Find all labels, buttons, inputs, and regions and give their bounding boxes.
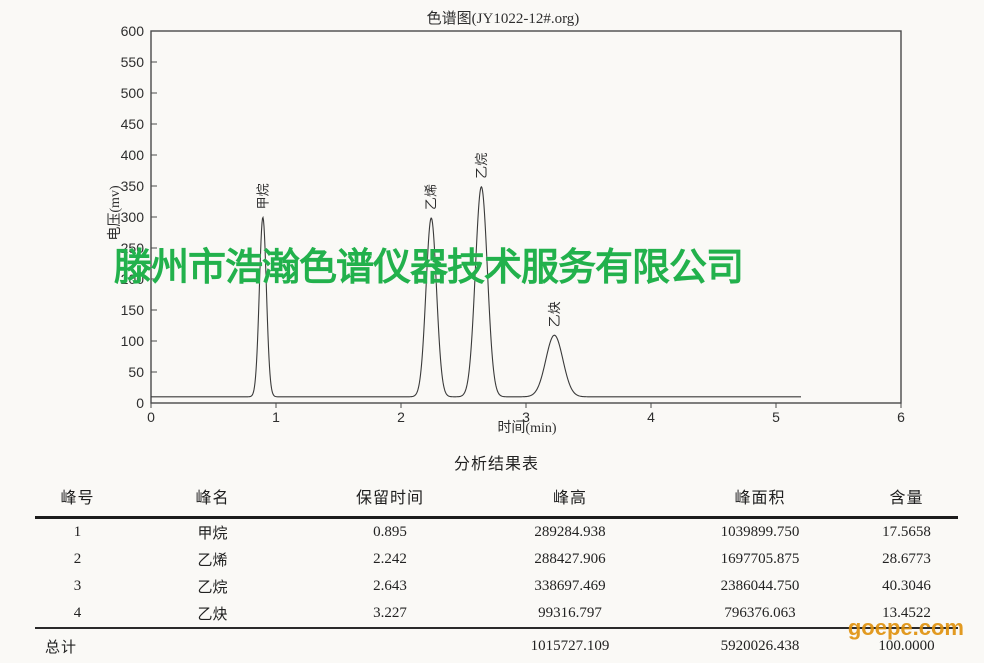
x-tick-label: 3	[522, 409, 530, 425]
total-cell	[305, 628, 475, 660]
table-cell: 乙烯	[197, 553, 228, 569]
x-tick-label: 2	[397, 409, 405, 425]
x-axis-title: 时间(min)	[497, 420, 556, 436]
chromatogram-trace	[151, 186, 801, 398]
x-tick-label: 5	[772, 409, 780, 425]
results-table-total: 总计 1015727.109 5920026.438 100.0000	[35, 628, 958, 660]
y-tick-label: 400	[121, 147, 145, 163]
table-cell: 乙炔	[197, 607, 228, 623]
plot-frame	[150, 30, 902, 404]
total-cell: 1015727.109	[530, 638, 610, 654]
table-cell: 2.643	[373, 578, 407, 594]
table-cell: 1	[73, 524, 82, 540]
y-tick-label: 200	[121, 271, 145, 287]
results-table-title: 分析结果表	[453, 456, 539, 473]
table-cell: 40.3046	[882, 578, 931, 594]
column-header: 峰名	[195, 490, 230, 507]
table-row: 2 乙烯 2.242 288427.906 1697705.875 28.6773	[35, 546, 958, 573]
table-cell: 17.5658	[882, 524, 931, 540]
table-cell: 4	[73, 605, 82, 621]
y-tick-label: 550	[121, 54, 145, 70]
table-cell: 3.227	[373, 605, 407, 621]
y-axis-title: 电压(mv)	[107, 185, 123, 241]
y-axis-ticks: 0 50 100 150 200 250 300 350 400 450 500 550 600	[121, 23, 157, 411]
company-watermark: 滕州市浩瀚色谱仪器技术服务有限公司	[114, 247, 744, 289]
y-tick-label: 250	[121, 240, 145, 256]
y-tick-label: 350	[121, 178, 145, 194]
y-tick-label: 150	[121, 302, 145, 318]
y-tick-label: 500	[121, 85, 145, 101]
column-header: 含量	[889, 490, 924, 507]
table-cell: 2.242	[373, 551, 407, 567]
peak-name-label: 乙烯	[424, 184, 439, 210]
y-tick-label: 100	[121, 333, 145, 349]
column-header: 保留时间	[355, 490, 424, 507]
y-tick-label: 50	[128, 364, 144, 380]
peak-name-label: 乙炔	[547, 301, 562, 327]
peak-name-label: 甲烷	[255, 183, 270, 209]
chart-title: 色谱图(JY1022-12#.org)	[427, 10, 580, 27]
total-cell	[120, 628, 305, 660]
table-row: 4 乙炔 3.227 99316.797 796376.063 13.4522	[35, 600, 958, 628]
results-table-header: 峰号 峰名 保留时间 峰高 峰面积 含量	[35, 480, 958, 518]
y-tick-label: 300	[121, 209, 145, 225]
x-tick-label: 4	[647, 409, 655, 425]
results-table: 峰号 峰名 保留时间 峰高 峰面积 含量 1 甲烷 0.895 289284.938 103989…	[35, 480, 958, 660]
x-tick-label: 0	[147, 409, 155, 425]
table-row: 3 乙烷 2.643 338697.469 2386044.750 40.3046	[35, 573, 958, 600]
table-cell: 2	[73, 551, 82, 567]
analysis-results-section: 分析结果表 峰号 峰名 保留时间 峰高 峰面积 含量 1 甲烷 0.895 289284.938…	[35, 450, 958, 660]
table-cell: 2386044.750	[720, 578, 800, 594]
column-header: 峰高	[552, 490, 587, 507]
table-cell: 28.6773	[882, 551, 931, 567]
x-tick-label: 6	[897, 409, 905, 425]
y-tick-label: 0	[136, 395, 144, 411]
table-cell: 99316.797	[538, 605, 602, 621]
total-cell: 5920026.438	[720, 638, 800, 654]
table-row: 1 甲烷 0.895 289284.938 1039899.750 17.5658	[35, 518, 958, 547]
y-tick-label: 450	[121, 116, 145, 132]
table-cell: 0.895	[373, 524, 407, 540]
site-watermark: goepe.com	[847, 615, 964, 640]
x-tick-label: 1	[272, 409, 280, 425]
table-cell: 796376.063	[724, 605, 796, 621]
column-header: 峰号	[60, 490, 95, 507]
table-cell: 乙烷	[197, 580, 228, 596]
y-tick-label: 600	[121, 23, 145, 39]
table-cell: 3	[73, 578, 82, 594]
table-cell: 13.4522	[882, 605, 931, 621]
table-cell: 289284.938	[534, 524, 606, 540]
chromatogram-plot: 色谱图(JY1022-12#.org) 0 50 100 150 200 250 300 35…	[107, 10, 905, 436]
total-cell: 100.0000	[878, 638, 935, 654]
total-label: 总计	[45, 640, 78, 656]
table-cell: 288427.906	[534, 551, 606, 567]
x-axis-ticks: 0 1 2 3 4 5 6	[147, 403, 905, 425]
table-cell: 1039899.750	[720, 524, 800, 540]
peak-name-label: 乙烷	[474, 153, 489, 179]
table-cell: 甲烷	[197, 526, 228, 542]
table-cell: 1697705.875	[720, 551, 800, 567]
column-header: 峰面积	[734, 490, 786, 507]
table-cell: 338697.469	[534, 578, 606, 594]
